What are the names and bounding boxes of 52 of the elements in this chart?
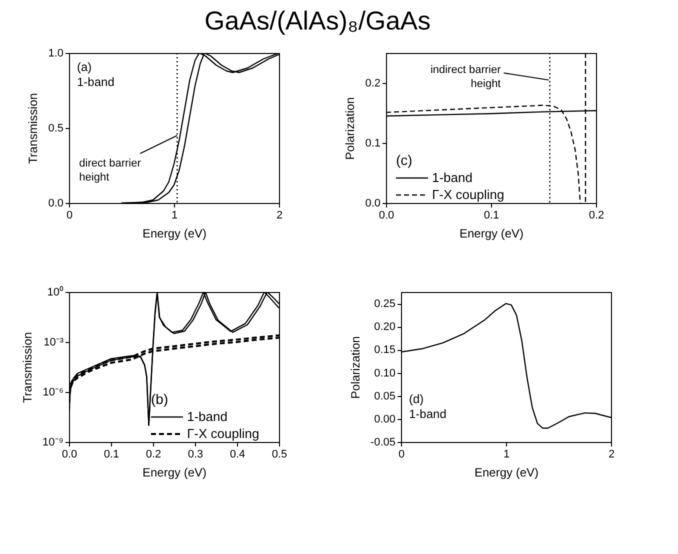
y-axis-title: Transmission	[20, 332, 35, 403]
y-tick-label: 0.20	[374, 321, 396, 334]
annotation: indirect barrier height	[430, 64, 502, 90]
y-axis-title: Polarization	[343, 97, 358, 160]
y-tick-label: 10⁻⁹	[42, 436, 64, 448]
y-tick-label: -0.05	[370, 436, 396, 448]
y-tick-label: 0.25	[374, 298, 396, 310]
x-axis-title: Energy (eV)	[459, 226, 524, 240]
y-tick-label: 0.0	[48, 198, 64, 210]
y-tick-label: 0.10	[374, 367, 396, 380]
annotation: (d)	[409, 392, 424, 406]
y-tick-label: 0.1	[365, 138, 380, 150]
chart-title: GaAs/(AlAs)₈/GaAs	[204, 6, 431, 36]
x-tick-label: 0	[66, 210, 73, 222]
y-tick-label: 10⁰	[47, 286, 64, 298]
annotation: 1-band	[77, 75, 114, 89]
legend-label: 1-band	[187, 409, 228, 424]
y-tick-label: 10⁻⁶	[42, 386, 64, 398]
x-tick-label: 0.5	[272, 448, 288, 460]
x-tick-label: 2	[608, 448, 615, 460]
y-tick-label: 0.00	[374, 413, 396, 426]
y-tick-label: 10⁻³	[44, 336, 64, 348]
annotation: (a)	[77, 60, 92, 74]
y-tick-label: 0.2	[365, 78, 380, 90]
x-tick-label: 1	[171, 210, 178, 222]
x-tick-label: 0.2	[588, 210, 604, 222]
annotation: 1-band	[409, 407, 446, 421]
y-tick-label: 0.15	[374, 344, 396, 356]
x-tick-label: 0	[398, 448, 405, 460]
legend-title: (b)	[151, 391, 168, 407]
x-axis-title: Energy (eV)	[474, 466, 539, 480]
y-tick-label: 0.0	[365, 198, 380, 210]
y-tick-label: 0.05	[374, 390, 396, 402]
legend-label: Γ-X coupling	[187, 426, 260, 441]
x-tick-label: 0.1	[484, 210, 500, 222]
legend-label: Γ-X coupling	[432, 187, 504, 202]
x-tick-label: 0.1	[104, 448, 120, 460]
x-tick-label: 0.0	[62, 448, 78, 460]
x-axis-title: Energy (eV)	[142, 466, 207, 480]
x-tick-label: 0.2	[146, 448, 162, 460]
legend-title: (c)	[396, 152, 412, 168]
x-tick-label: 0.4	[230, 448, 246, 460]
x-axis-title: Energy (eV)	[142, 226, 207, 240]
legend-label: 1-band	[432, 170, 472, 185]
y-tick-label: 1.0	[48, 48, 64, 60]
x-tick-label: 2	[276, 210, 283, 222]
y-axis-title: Transmission	[26, 93, 40, 164]
x-tick-label: 1	[503, 448, 510, 460]
annotation: direct barrier height	[79, 158, 142, 184]
y-axis-title: Polarization	[348, 336, 362, 399]
y-tick-label: 0.5	[48, 122, 64, 134]
x-tick-label: 0.3	[188, 448, 204, 460]
